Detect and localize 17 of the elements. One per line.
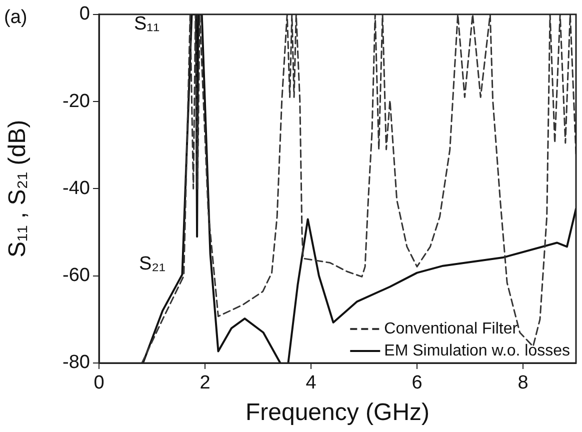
- y-tick-label: -20: [62, 90, 90, 112]
- y-tick-label: 0: [79, 4, 90, 25]
- y-tick-label: -80: [62, 352, 90, 374]
- x-tick-label: 6: [412, 372, 422, 394]
- annotation: S₂₁: [139, 254, 166, 275]
- x-axis-title: Frequency (GHz): [245, 399, 430, 426]
- x-tick-label: 0: [94, 372, 104, 394]
- legend-label: EM Simulation w.o. losses: [384, 342, 570, 360]
- text: (a): [4, 7, 28, 28]
- legend-label: Conventional Filter: [384, 320, 518, 338]
- y-tick-label: -60: [62, 265, 90, 286]
- x-tick-label: 8: [518, 372, 528, 394]
- x-tick-label: 2: [200, 372, 210, 394]
- x-tick-label: 4: [306, 372, 317, 394]
- annotation: S₁₁: [134, 14, 160, 35]
- y-tick-label: -40: [62, 178, 90, 199]
- y-axis-title: S₁₁ , S₂₁ (dB): [4, 120, 32, 258]
